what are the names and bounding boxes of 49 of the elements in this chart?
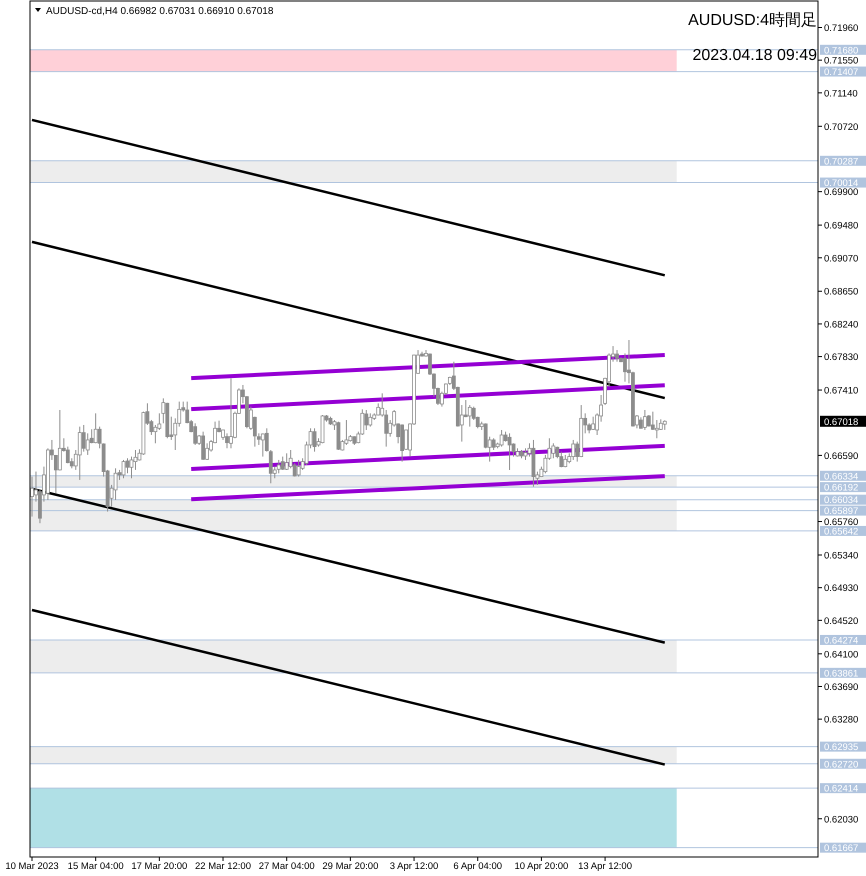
x-tick-label: 17 Mar 20:00 bbox=[131, 861, 188, 872]
ref-line-label: 0.62720 bbox=[824, 759, 858, 770]
y-tick-label: 0.67410 bbox=[824, 386, 858, 397]
text: 0.67018 bbox=[824, 416, 858, 428]
y-tick-label: 0.64100 bbox=[824, 649, 858, 660]
x-tick-label: 27 Mar 04:00 bbox=[258, 861, 315, 872]
x-tick-label: 10 Apr 20:00 bbox=[514, 861, 568, 872]
annotation: AUDUSD-cd,H4 0.66982 0.67031 0.66910 0.67018 bbox=[46, 6, 274, 17]
y-tick-label: 0.65340 bbox=[824, 550, 858, 562]
y-tick-label: 0.64520 bbox=[824, 616, 858, 627]
y-tick-label: 0.69900 bbox=[824, 187, 858, 198]
ref-line-label: 0.66192 bbox=[824, 482, 858, 494]
x-tick-label: 3 Apr 12:00 bbox=[390, 861, 438, 872]
ref-line-label: 0.70287 bbox=[824, 156, 858, 168]
ref-line-label: 0.63861 bbox=[824, 668, 858, 680]
y-tick-label: 0.68650 bbox=[824, 286, 858, 298]
ref-line-label: 0.64274 bbox=[824, 635, 858, 646]
x-tick-label: 22 Mar 12:00 bbox=[195, 861, 252, 872]
ref-line-label: 0.62414 bbox=[824, 784, 858, 795]
ref-line-label: 0.71680 bbox=[824, 45, 858, 56]
y-tick-label: 0.63280 bbox=[824, 714, 858, 726]
x-tick-label: 13 Apr 12:00 bbox=[578, 861, 632, 872]
ref-line-label: 0.62935 bbox=[824, 742, 858, 754]
y-tick-label: 0.69070 bbox=[824, 253, 858, 264]
text: AUDUSD:4時間足 bbox=[688, 11, 817, 29]
y-tick-label: 0.66590 bbox=[824, 450, 858, 462]
ref-line-label: 0.66334 bbox=[824, 471, 858, 482]
y-tick-label: 0.67830 bbox=[824, 352, 858, 364]
x-tick-label: 10 Mar 2023 bbox=[5, 861, 59, 872]
ref-line-label: 0.61667 bbox=[824, 843, 858, 854]
y-tick-label: 0.71140 bbox=[824, 88, 858, 100]
y-tick-label: 0.64930 bbox=[824, 583, 858, 594]
y-tick-label: 0.69480 bbox=[824, 220, 858, 232]
text: 2023.04.18 09:49 bbox=[692, 47, 818, 64]
y-tick-label: 0.62030 bbox=[824, 814, 858, 826]
y-tick-label: 0.71960 bbox=[824, 23, 858, 34]
ref-line-label: 0.71407 bbox=[824, 67, 858, 78]
y-tick-label: 0.65760 bbox=[824, 517, 858, 528]
ref-line-label: 0.65897 bbox=[824, 506, 858, 518]
ref-line-label: 0.65642 bbox=[824, 526, 858, 538]
x-tick-label: 29 Mar 20:00 bbox=[322, 861, 378, 872]
y-tick-label: 0.71550 bbox=[824, 56, 858, 67]
y-tick-label: 0.63690 bbox=[824, 682, 858, 693]
x-tick-label: 6 Apr 04:00 bbox=[453, 861, 502, 872]
y-tick-label: 0.70720 bbox=[824, 122, 858, 133]
x-tick-label: 15 Mar 04:00 bbox=[68, 861, 124, 872]
ref-line-label: 0.70014 bbox=[824, 178, 858, 190]
ref-line-label: 0.66034 bbox=[824, 495, 858, 506]
y-tick-label: 0.68240 bbox=[824, 319, 858, 330]
